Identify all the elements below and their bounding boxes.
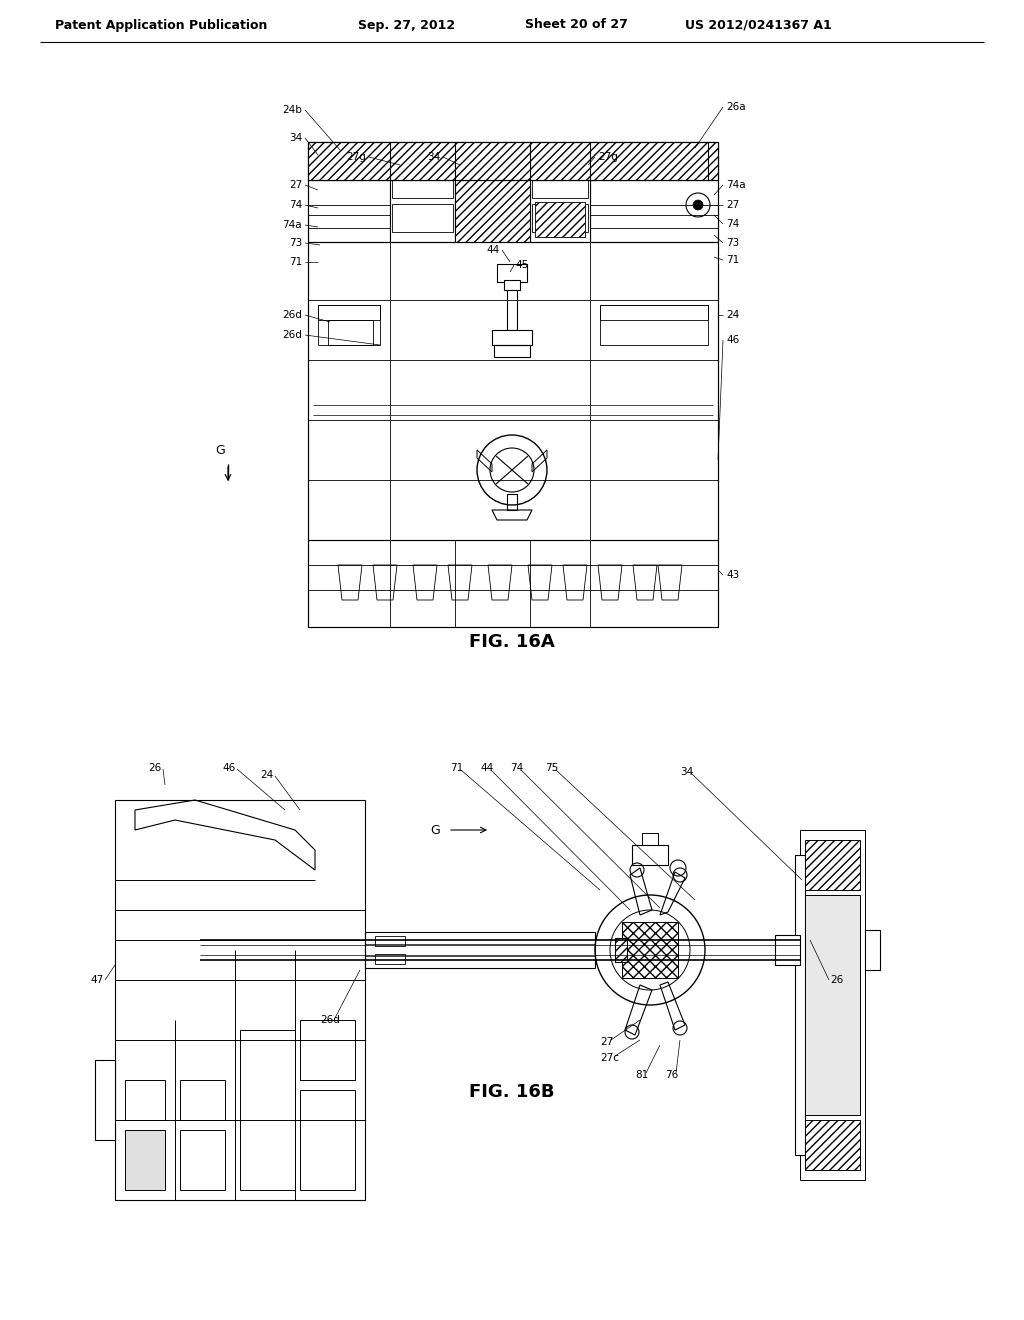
Bar — [375, 954, 406, 964]
Text: 24: 24 — [726, 310, 739, 319]
Text: 27: 27 — [726, 201, 739, 210]
Bar — [530, 180, 590, 242]
Bar — [308, 180, 390, 242]
Bar — [180, 1080, 225, 1119]
Bar — [308, 143, 718, 180]
Text: US 2012/0241367 A1: US 2012/0241367 A1 — [685, 18, 831, 32]
Bar — [800, 830, 865, 1180]
Text: 27: 27 — [600, 1038, 613, 1047]
Bar — [805, 840, 860, 890]
Text: 73: 73 — [726, 238, 739, 248]
Text: 27c: 27c — [600, 1053, 618, 1063]
Text: 73: 73 — [289, 238, 302, 248]
Bar — [535, 202, 585, 238]
Text: 34: 34 — [680, 767, 693, 777]
Bar — [600, 305, 708, 345]
Circle shape — [693, 201, 703, 210]
Bar — [308, 540, 718, 627]
Bar — [795, 855, 805, 1155]
Bar — [775, 935, 800, 965]
Bar — [492, 330, 532, 345]
Bar — [504, 280, 520, 290]
Text: 34: 34 — [289, 133, 302, 143]
Bar — [318, 305, 380, 345]
Text: 26d: 26d — [319, 1015, 340, 1026]
Bar — [375, 936, 406, 946]
Bar — [125, 1080, 165, 1119]
Bar — [642, 833, 658, 845]
Text: 75: 75 — [545, 763, 558, 774]
Text: FIG. 16B: FIG. 16B — [469, 1082, 555, 1101]
Text: 26d: 26d — [283, 330, 302, 341]
Text: Sep. 27, 2012: Sep. 27, 2012 — [358, 18, 455, 32]
Bar — [180, 1130, 225, 1191]
Bar — [300, 1020, 355, 1080]
Text: 43: 43 — [726, 570, 739, 579]
Text: 27g: 27g — [346, 152, 366, 162]
Text: 34: 34 — [427, 152, 440, 162]
Bar — [328, 319, 373, 345]
Text: 76: 76 — [665, 1071, 678, 1080]
Bar — [125, 1130, 165, 1191]
Bar — [532, 170, 588, 198]
Bar — [300, 1090, 355, 1191]
Bar — [95, 1060, 115, 1140]
Text: Patent Application Publication: Patent Application Publication — [55, 18, 267, 32]
Bar — [494, 345, 530, 356]
Bar — [600, 305, 708, 319]
Text: G: G — [215, 444, 224, 457]
Text: 24b: 24b — [283, 106, 302, 115]
Text: 26d: 26d — [283, 310, 302, 319]
Text: 26a: 26a — [726, 102, 745, 112]
Text: 74a: 74a — [726, 180, 745, 190]
Text: 74: 74 — [510, 763, 523, 774]
Bar — [308, 143, 718, 627]
Text: 71: 71 — [726, 255, 739, 265]
Bar — [590, 180, 718, 242]
Bar — [308, 143, 718, 180]
Text: 71: 71 — [450, 763, 463, 774]
Bar — [240, 1030, 295, 1191]
Bar — [507, 494, 517, 510]
Bar — [115, 800, 365, 1200]
Bar — [455, 180, 530, 242]
Bar — [632, 845, 668, 865]
Bar — [392, 170, 453, 198]
Text: 81: 81 — [635, 1071, 648, 1080]
Bar — [805, 1119, 860, 1170]
Text: 46: 46 — [222, 763, 236, 774]
Bar — [497, 264, 527, 282]
Text: G: G — [430, 824, 439, 837]
Text: 47: 47 — [90, 975, 103, 985]
Bar — [390, 180, 455, 242]
Text: 46: 46 — [726, 335, 739, 345]
Bar — [805, 895, 860, 1115]
Text: FIG. 16A: FIG. 16A — [469, 634, 555, 651]
Text: 44: 44 — [486, 246, 500, 255]
Text: 45: 45 — [515, 260, 528, 271]
Text: 74a: 74a — [283, 220, 302, 230]
Bar — [865, 931, 880, 970]
Bar — [532, 205, 588, 232]
Text: 26: 26 — [148, 763, 161, 774]
Text: 71: 71 — [289, 257, 302, 267]
Text: 27g: 27g — [598, 152, 617, 162]
Bar — [392, 205, 453, 232]
Text: 74: 74 — [289, 201, 302, 210]
Text: 27: 27 — [289, 180, 302, 190]
Bar — [507, 290, 517, 330]
Bar — [318, 305, 380, 319]
Bar — [615, 939, 627, 962]
Text: 24: 24 — [260, 770, 273, 780]
Text: 26: 26 — [830, 975, 843, 985]
Bar — [365, 932, 595, 968]
Text: Sheet 20 of 27: Sheet 20 of 27 — [525, 18, 628, 32]
Text: 74: 74 — [726, 219, 739, 228]
Bar — [622, 921, 678, 978]
Text: 44: 44 — [480, 763, 494, 774]
